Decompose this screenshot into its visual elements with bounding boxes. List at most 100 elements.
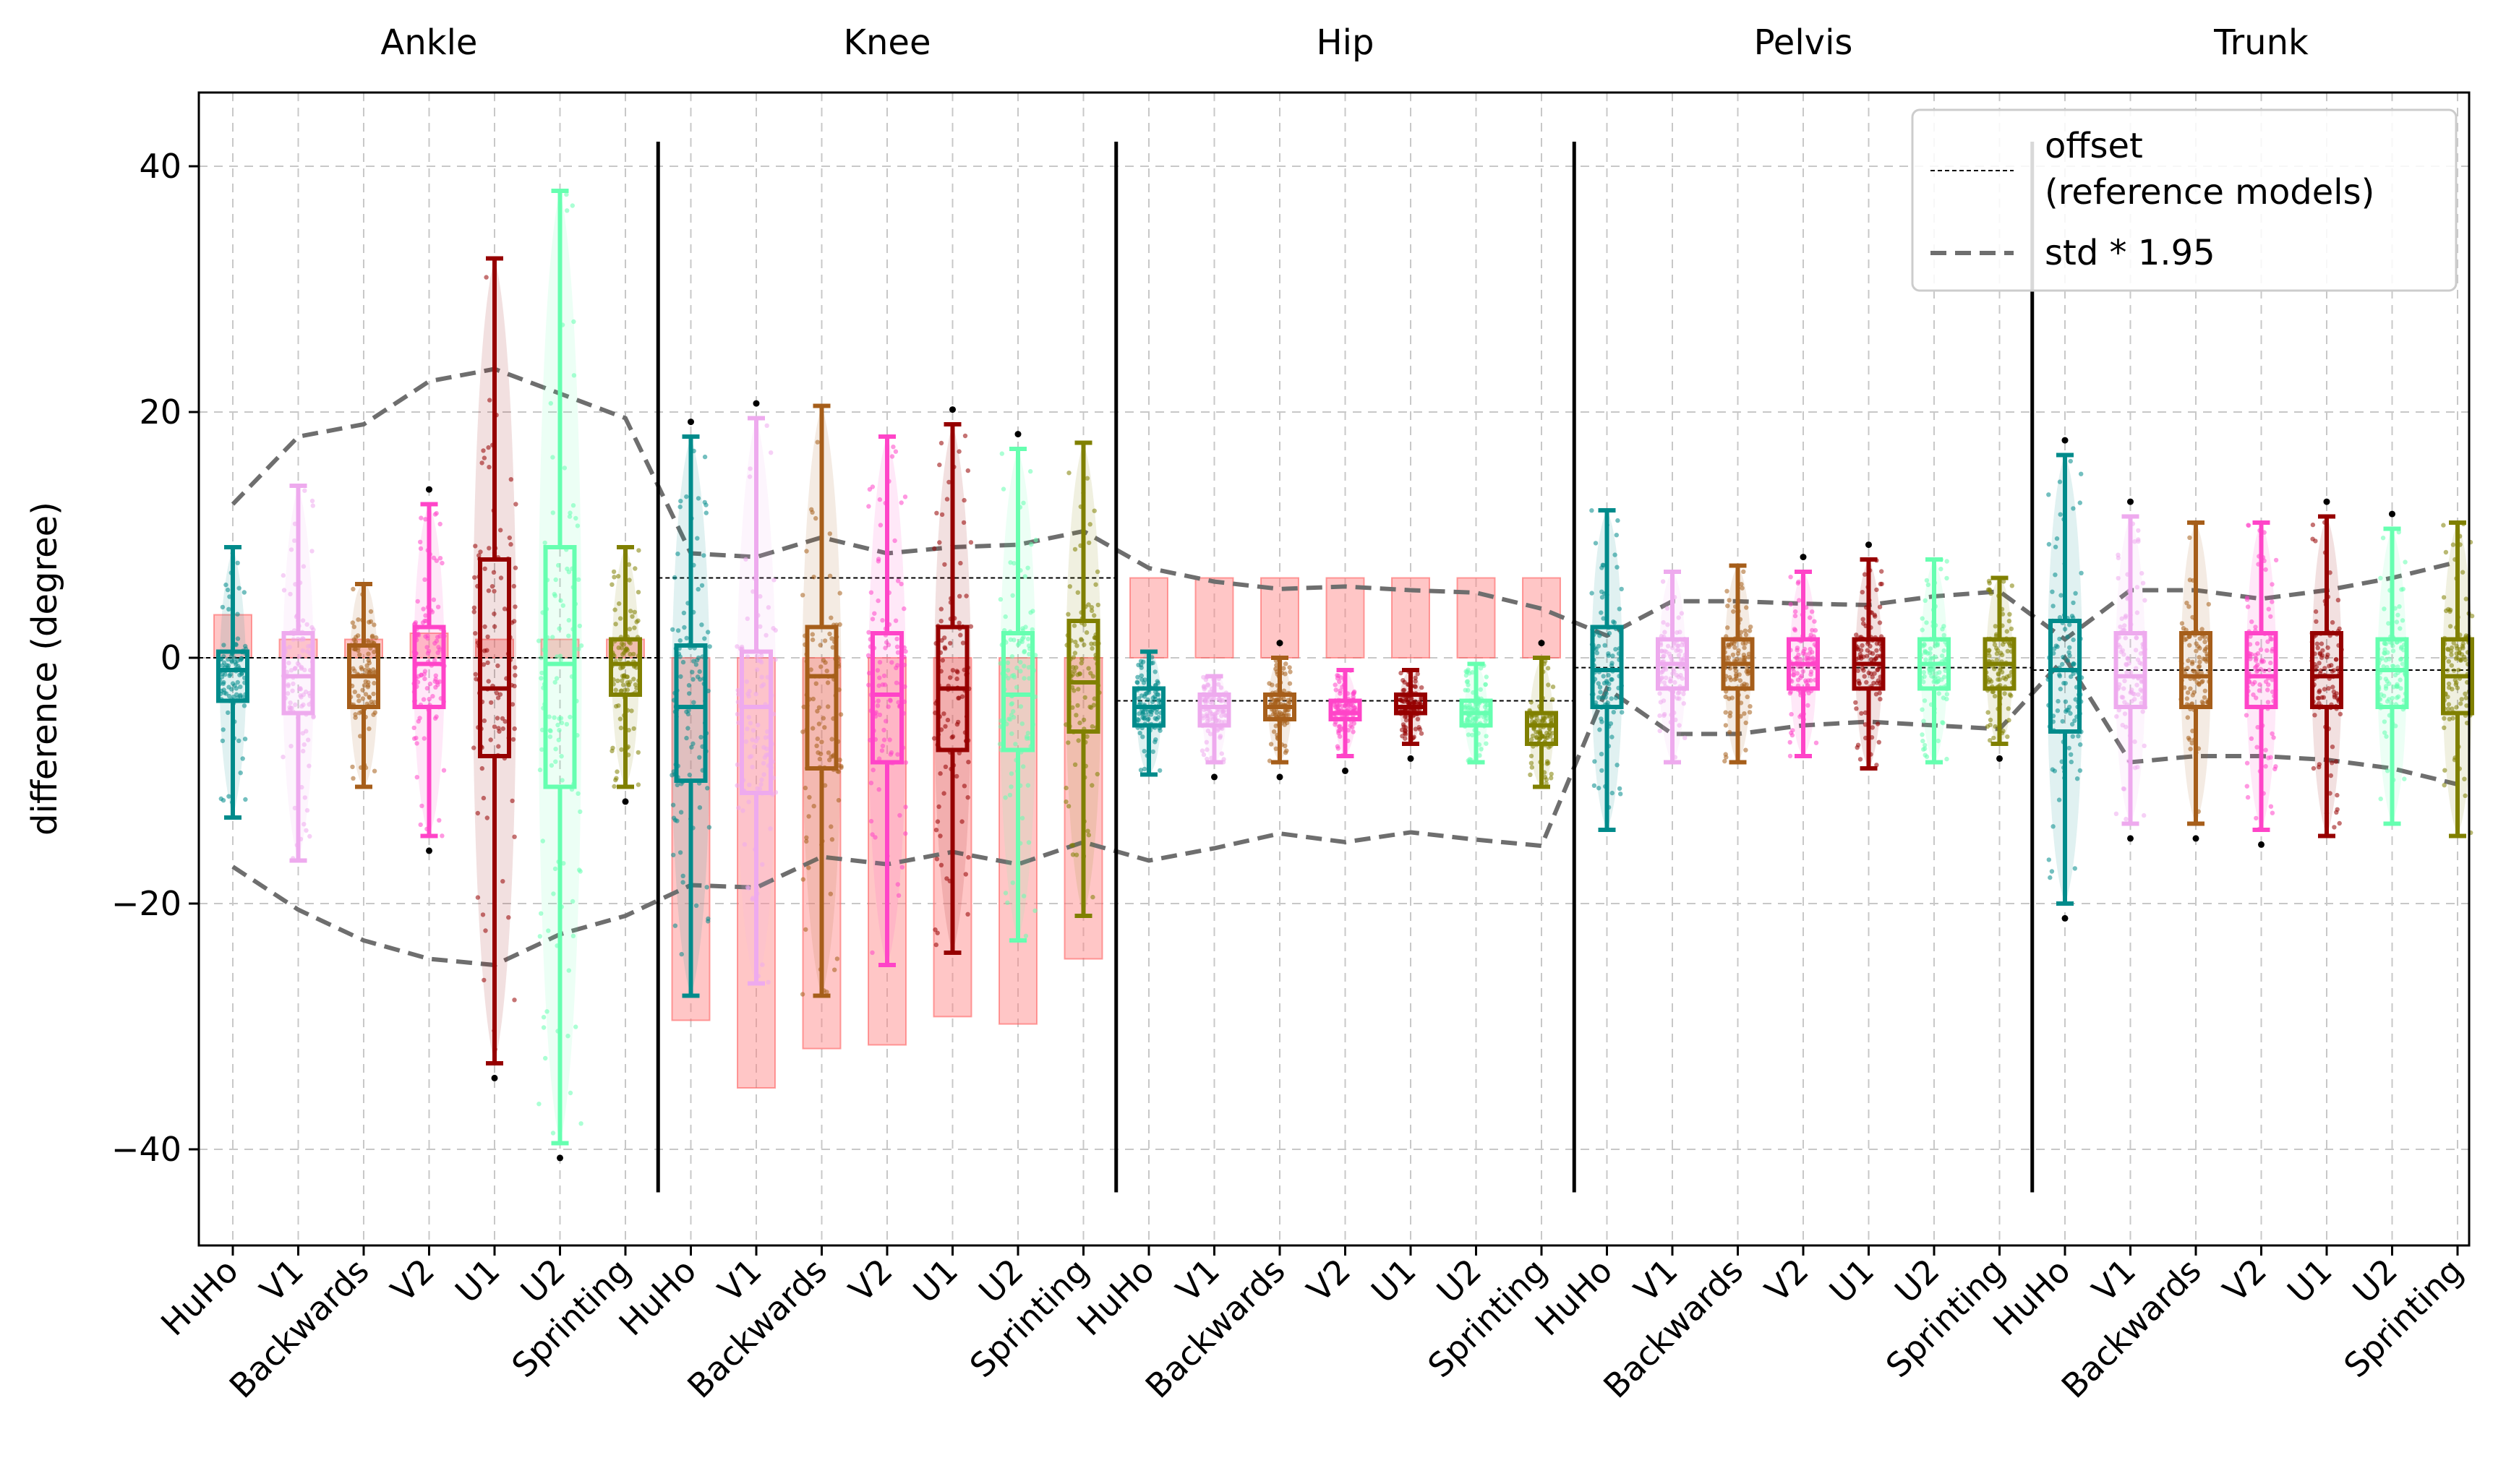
data-point [1085,734,1090,739]
data-point [489,700,494,705]
violin-shape [671,437,711,996]
data-point [887,737,892,742]
data-point [422,672,427,677]
data-point [578,809,583,815]
data-point [544,1009,549,1014]
data-point [883,646,888,651]
data-point [1025,565,1030,570]
data-point [1611,710,1616,715]
group-separators [656,142,2035,1193]
data-point [612,607,617,612]
data-point [2326,686,2331,691]
data-point [299,703,304,709]
data-point [290,688,295,693]
data-point [423,517,428,522]
outlier-point [1996,755,2003,762]
data-point [836,769,842,774]
data-point [2134,682,2139,687]
data-point [1607,630,1612,636]
data-point [699,583,705,588]
data-point [304,622,309,627]
data-point [1401,724,1406,729]
data-point [1475,714,1480,719]
data-point [619,641,625,646]
data-point [1463,687,1468,692]
data-point [2328,773,2333,779]
data-point [754,653,760,659]
data-point [2327,664,2332,669]
data-point [681,610,687,616]
data-point [773,657,778,662]
data-point [2142,743,2147,749]
data-point [513,565,518,570]
data-point [875,703,881,708]
box-iqr [805,625,839,771]
data-point [806,814,811,819]
data-point [957,620,962,625]
data-point [808,667,813,672]
data-point [1544,730,1549,736]
data-point [511,583,516,589]
data-point [1070,705,1075,710]
std-upper-line [231,366,2458,643]
data-point [1204,713,1210,719]
data-point [1074,713,1079,718]
data-point [225,587,231,593]
data-point [1139,665,1144,670]
data-point [1273,666,1278,672]
data-point [2270,731,2275,737]
data-point [678,499,683,504]
data-point [2007,692,2013,698]
data-point [816,721,822,726]
data-point [690,741,696,747]
data-point [1084,630,1090,635]
data-point [736,805,741,810]
data-point [1742,628,1748,633]
data-point [957,449,962,454]
data-point [1207,699,1213,705]
data-point [1142,749,1147,754]
data-point [553,577,558,583]
data-point [2321,695,2327,700]
data-point [2252,679,2257,685]
data-point [1682,735,1688,740]
data-point [837,622,842,627]
data-point [932,546,937,552]
data-point [1072,623,1077,628]
data-point [2322,666,2327,671]
data-point [1603,695,1608,700]
data-point [1137,730,1142,736]
data-point [2072,718,2077,724]
data-point [695,674,701,679]
data-point [350,620,355,625]
data-point [1207,708,1213,714]
data-point [223,672,228,677]
data-point [1281,666,1286,671]
data-point [938,833,943,838]
data-point [735,644,740,649]
data-point [1139,673,1145,678]
data-point [829,636,834,641]
data-point [1928,646,1933,651]
data-point [2118,625,2123,630]
data-point [1139,677,1145,682]
data-point [2390,664,2395,669]
data-point [803,927,808,932]
data-point [1728,677,1734,682]
data-point [565,1034,570,1039]
data-point [672,575,677,580]
data-point [1140,659,1146,664]
data-point [682,625,687,630]
data-point [704,885,709,890]
data-point [1081,717,1087,723]
data-point [1923,598,1928,603]
data-point [1604,680,1609,685]
data-point [2334,657,2339,662]
data-point [1994,658,1999,663]
data-point [1030,609,1035,614]
data-point [1674,648,1679,653]
data-point [2136,692,2141,697]
data-point [288,668,294,673]
data-point [1591,783,1597,789]
